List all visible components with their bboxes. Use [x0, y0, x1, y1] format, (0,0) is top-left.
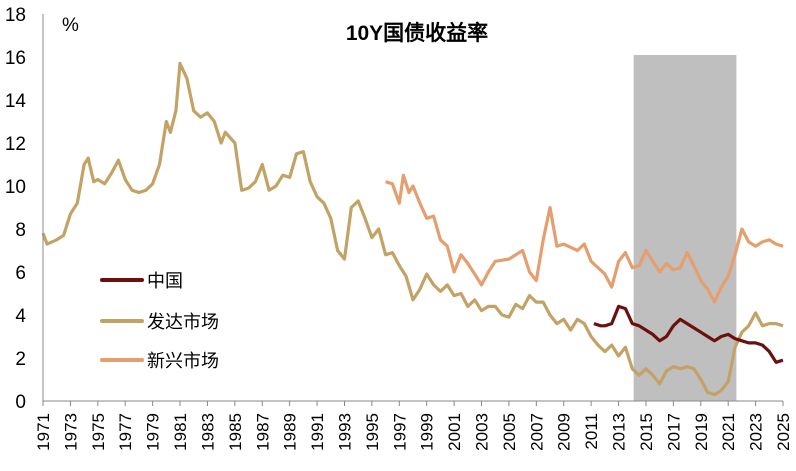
x-tick-label: 1985 — [226, 413, 245, 451]
shaded-period — [633, 55, 737, 401]
y-tick-label: 10 — [5, 177, 26, 198]
x-tick-label: 2021 — [719, 413, 738, 451]
x-tick-label: 1979 — [144, 413, 163, 451]
y-tick-label: 4 — [15, 306, 26, 327]
x-tick-label: 1993 — [335, 413, 354, 451]
legend-label: 中国 — [147, 271, 183, 292]
x-tick-label: 1977 — [116, 413, 135, 451]
x-tick-label: 1987 — [253, 413, 272, 451]
x-tick-label: 2007 — [527, 413, 546, 451]
y-ticks: 0 2 4 6 8 10 12 14 16 18 — [5, 5, 27, 413]
x-tick-label: 2009 — [555, 413, 574, 451]
x-tick-label: 1975 — [89, 413, 108, 451]
x-tick-label: 1991 — [308, 413, 327, 451]
chart-title: 10Y国债收益率 — [346, 21, 488, 45]
y-tick-label: 6 — [15, 263, 26, 284]
x-tick-label: 2001 — [445, 413, 464, 451]
x-tick-label: 2005 — [500, 413, 519, 451]
legend-label: 发达市场 — [147, 312, 219, 333]
y-tick-label: 8 — [15, 220, 26, 241]
x-ticks: 1971 1973 1975 1977 1979 1981 1983 1985 1987 1989… — [34, 401, 793, 451]
x-tick-label: 1995 — [363, 413, 382, 451]
series-line-1 — [41, 61, 784, 397]
y-axis-unit: % — [62, 15, 79, 36]
y-tick-label: 18 — [5, 5, 26, 26]
x-tick-label: 1971 — [34, 413, 53, 451]
x-tick-label: 2013 — [610, 413, 629, 451]
x-tick-label: 2017 — [664, 413, 683, 451]
series-line-2 — [385, 173, 784, 304]
y-tick-label: 16 — [5, 48, 26, 69]
x-tick-label: 1973 — [61, 413, 80, 451]
x-tick-label: 2019 — [692, 413, 711, 451]
x-tick-label: 2023 — [747, 413, 766, 451]
y-tick-label: 12 — [5, 134, 26, 155]
y-tick-label: 2 — [15, 349, 26, 370]
x-tick-label: 1981 — [171, 413, 190, 451]
x-tick-label: 1983 — [198, 413, 217, 451]
x-tick-label: 2011 — [582, 413, 601, 450]
x-tick-label: 2003 — [473, 413, 492, 451]
x-tick-label: 2015 — [637, 413, 656, 451]
series-lines — [41, 61, 784, 397]
legend-label: 新兴市场 — [147, 351, 219, 372]
x-tick-label: 1999 — [418, 413, 437, 451]
y-tick-label: 0 — [15, 392, 26, 413]
x-tick-label: 1989 — [281, 413, 300, 451]
x-tick-label: 1997 — [390, 413, 409, 451]
series-line-0 — [593, 304, 784, 364]
x-tick-label: 2025 — [774, 413, 793, 451]
y-tick-label: 14 — [5, 91, 27, 112]
